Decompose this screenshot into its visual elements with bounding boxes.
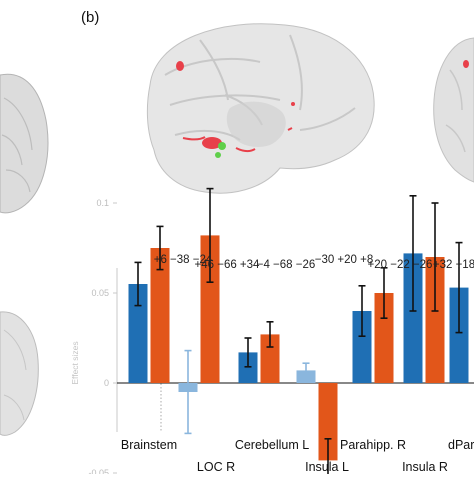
y-axis-label: Effect sizes [70, 341, 80, 384]
bar-s0-4 [352, 311, 372, 383]
y-tick-label-1: 0.05 [91, 288, 109, 298]
category-label-6: dPar [448, 438, 474, 452]
coordinate-label-5: +32 +18 [433, 259, 474, 271]
coordinate-label-3: −30 +20 +8 [315, 254, 374, 266]
category-label-1: LOC R [197, 460, 235, 474]
coordinate-label-4: +20 −22 −26 [368, 259, 433, 271]
bar-s1-0 [150, 248, 170, 383]
y-tick-label-3: -0.05 [88, 468, 109, 474]
right-brain-render [433, 37, 474, 183]
category-label-0: Brainstem [121, 438, 177, 452]
coordinate-label-1: +46 −66 +34 [195, 259, 261, 271]
panel-label: (b) [81, 9, 99, 26]
bar-s1-1 [200, 235, 220, 383]
y-tick-label-0: 0.1 [96, 198, 109, 208]
bar-s0-5 [403, 253, 423, 383]
category-label-4: Parahipp. R [340, 438, 406, 452]
bar-s0-6 [449, 287, 469, 383]
left-lower-brain-render [0, 311, 39, 436]
category-label-5: Insula R [402, 460, 448, 474]
bar-s0-2 [238, 352, 258, 383]
y-tick-label-2: 0 [104, 378, 109, 388]
center-brain-render [146, 23, 375, 194]
coordinate-label-0: +6 −38 −24 [154, 254, 213, 266]
bar-s0-0 [128, 284, 148, 383]
category-label-3: Insula L [305, 460, 349, 474]
category-label-2: Cerebellum L [235, 438, 309, 452]
bar-s1-2 [260, 334, 280, 383]
bar-s1-3 [318, 383, 338, 461]
bar-s1-5 [425, 257, 445, 383]
bar-chart: 0.1 0.05 0 -0.05 Effect sizes Brainstem LOC RC… [70, 187, 474, 479]
coordinate-label-2: −4 −68 −26 [257, 259, 316, 271]
bar-s1-4 [374, 293, 394, 383]
left-brain-render [0, 73, 49, 214]
